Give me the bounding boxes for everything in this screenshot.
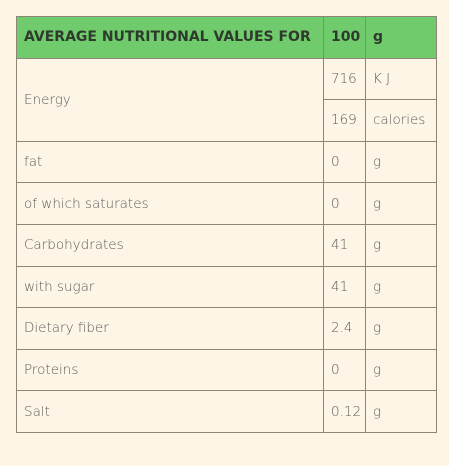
energy-unit: calories (365, 99, 437, 142)
nutrient-unit: g (365, 140, 437, 184)
header-row: AVERAGE NUTRITIONAL VALUES FOR 100 g (16, 16, 437, 59)
nutrient-row: Proteins 0 g (16, 348, 437, 392)
nutrient-label: Dietary fiber (16, 307, 324, 350)
nutrient-value: 0.12 (323, 390, 366, 433)
nutrient-row: Carbohydrates 41 g (16, 223, 437, 267)
nutrient-row: fat 0 g (16, 140, 437, 184)
nutrient-value: 0 (323, 348, 366, 392)
nutrient-unit: g (365, 223, 437, 267)
nutrition-table: AVERAGE NUTRITIONAL VALUES FOR 100 g Ene… (16, 16, 437, 433)
nutrient-value: 0 (323, 140, 366, 184)
energy-row: 169 calories (17, 99, 437, 142)
nutrient-row: Dietary fiber 2.4 g (16, 307, 437, 350)
table-header: AVERAGE NUTRITIONAL VALUES FOR 100 g (16, 16, 437, 59)
nutrient-row: of which saturates 0 g (16, 182, 437, 225)
header-title: AVERAGE NUTRITIONAL VALUES FOR (16, 16, 324, 59)
header-unit: g (365, 16, 437, 59)
header-amount: 100 (323, 16, 366, 59)
nutrient-label: Proteins (16, 348, 324, 392)
nutrient-value: 41 (323, 265, 366, 309)
nutrient-row: Salt 0.12 g (16, 390, 437, 433)
nutrient-value: 41 (323, 223, 366, 267)
nutrient-label: Salt (16, 390, 324, 433)
energy-label: Energy (16, 57, 324, 142)
energy-unit: K J (365, 57, 437, 101)
table-body: Energy 716 K J 169 calories fat 0 g of whic… (16, 57, 437, 433)
nutrient-label: fat (16, 140, 324, 184)
nutrient-unit: g (365, 348, 437, 392)
nutrient-value: 0 (323, 182, 366, 225)
nutrient-row: with sugar 41 g (16, 265, 437, 309)
nutrient-unit: g (365, 265, 437, 309)
nutrient-label: Carbohydrates (16, 223, 324, 267)
nutrient-unit: g (365, 182, 437, 225)
nutrient-label: with sugar (16, 265, 324, 309)
nutrient-value: 2.4 (323, 307, 366, 350)
energy-value: 716 (323, 57, 366, 101)
nutrient-unit: g (365, 390, 437, 433)
nutrient-label: of which saturates (16, 182, 324, 225)
nutrient-unit: g (365, 307, 437, 350)
energy-value: 169 (323, 99, 366, 142)
energy-row: Energy 716 K J (16, 57, 437, 142)
